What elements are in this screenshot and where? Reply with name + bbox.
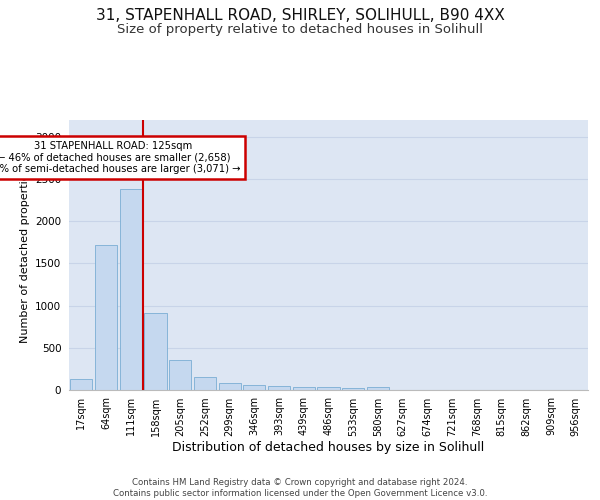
Bar [342, 388, 364, 390]
Bar [293, 388, 315, 390]
Text: 31, STAPENHALL ROAD, SHIRLEY, SOLIHULL, B90 4XX: 31, STAPENHALL ROAD, SHIRLEY, SOLIHULL, … [95, 8, 505, 22]
Bar [268, 386, 290, 390]
Bar [145, 313, 167, 390]
Text: Size of property relative to detached houses in Solihull: Size of property relative to detached ho… [117, 22, 483, 36]
Bar [218, 383, 241, 390]
Bar [243, 386, 265, 390]
Bar [169, 360, 191, 390]
Bar [317, 388, 340, 390]
Bar [70, 379, 92, 390]
Text: 31 STAPENHALL ROAD: 125sqm
← 46% of detached houses are smaller (2,658)
53% of s: 31 STAPENHALL ROAD: 125sqm ← 46% of deta… [0, 141, 240, 174]
Bar [119, 189, 142, 390]
Bar [367, 387, 389, 390]
Bar [95, 245, 117, 390]
X-axis label: Distribution of detached houses by size in Solihull: Distribution of detached houses by size … [172, 442, 485, 454]
Y-axis label: Number of detached properties: Number of detached properties [20, 168, 29, 342]
Text: Contains HM Land Registry data © Crown copyright and database right 2024.
Contai: Contains HM Land Registry data © Crown c… [113, 478, 487, 498]
Bar [194, 378, 216, 390]
